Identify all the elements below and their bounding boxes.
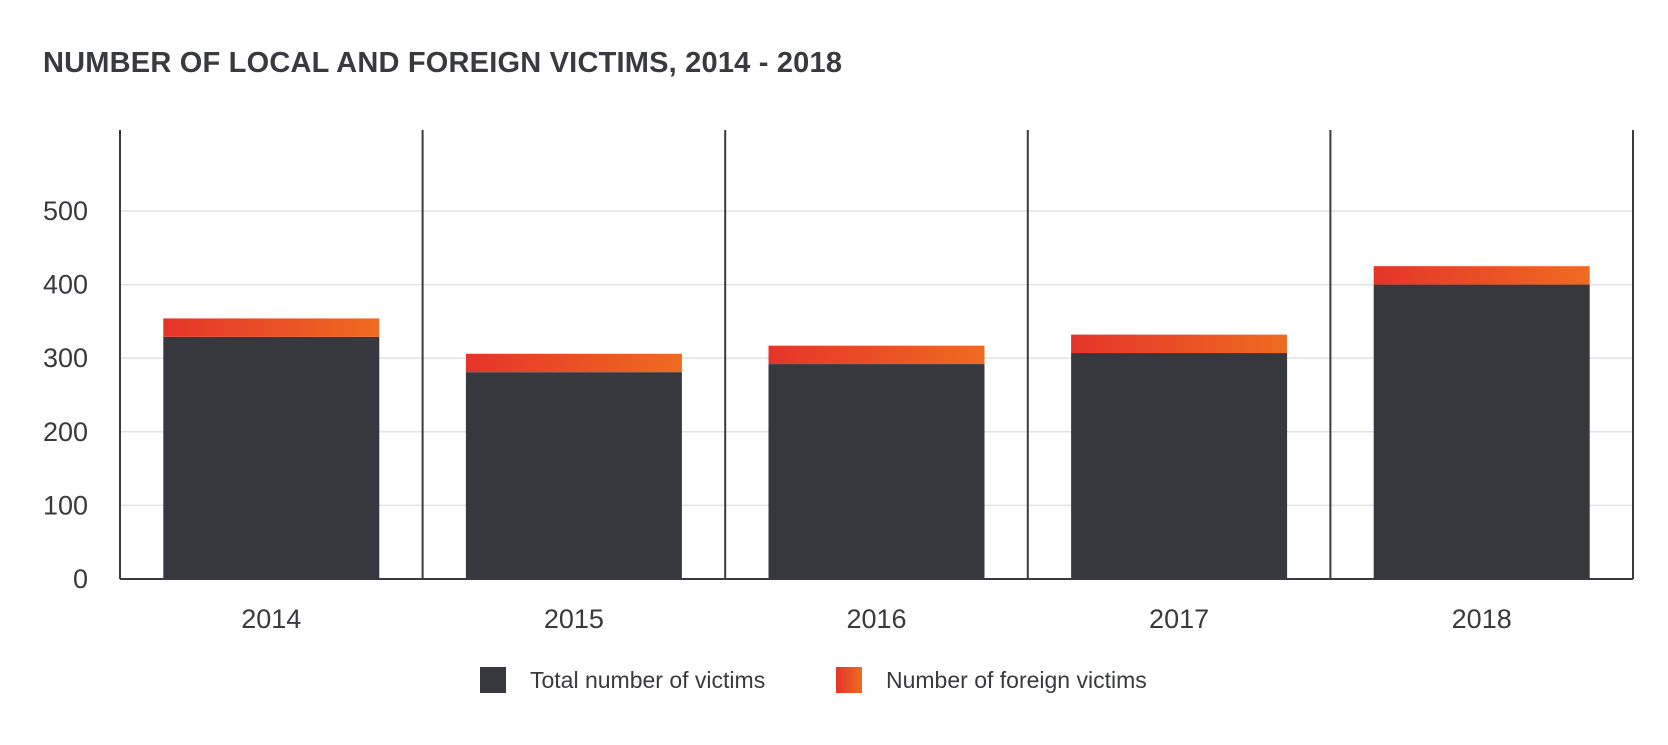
y-axis-ticks: 0 100 200 300 400 500 xyxy=(43,196,88,594)
x-tick-label: 2018 xyxy=(1452,604,1512,634)
y-tick-label: 400 xyxy=(43,270,88,300)
bar-foreign-2016 xyxy=(768,345,985,365)
y-tick-label: 100 xyxy=(43,490,88,520)
x-tick-label: 2014 xyxy=(241,604,301,634)
y-tick-label: 0 xyxy=(73,564,88,594)
legend: Total number of victims Number of foreign… xyxy=(480,667,1147,693)
bar-total-2015 xyxy=(465,372,682,579)
bars xyxy=(163,266,1590,579)
bar-total-2017 xyxy=(1071,353,1288,579)
legend-label-foreign: Number of foreign victims xyxy=(886,667,1147,693)
bar-foreign-2015 xyxy=(465,353,682,373)
bar-total-2014 xyxy=(163,336,380,579)
chart-title: NUMBER OF LOCAL AND FOREIGN VICTIMS, 201… xyxy=(43,47,843,79)
bar-foreign-2018 xyxy=(1373,266,1590,285)
legend-swatch-foreign xyxy=(836,667,862,693)
y-tick-label: 300 xyxy=(43,343,88,373)
bar-foreign-2014 xyxy=(163,318,380,337)
legend-label-total: Total number of victims xyxy=(530,667,765,693)
x-tick-label: 2017 xyxy=(1149,604,1209,634)
y-tick-label: 200 xyxy=(43,417,88,447)
bar-total-2018 xyxy=(1373,284,1590,579)
y-tick-label: 500 xyxy=(43,196,88,226)
x-tick-label: 2015 xyxy=(544,604,604,634)
bar-foreign-2017 xyxy=(1071,334,1288,354)
legend-swatch-total xyxy=(480,667,506,693)
x-tick-label: 2016 xyxy=(846,604,906,634)
bar-total-2016 xyxy=(768,364,985,579)
x-axis-ticks: 2014 2015 2016 2017 2018 xyxy=(241,604,1511,634)
axes xyxy=(119,130,1634,580)
